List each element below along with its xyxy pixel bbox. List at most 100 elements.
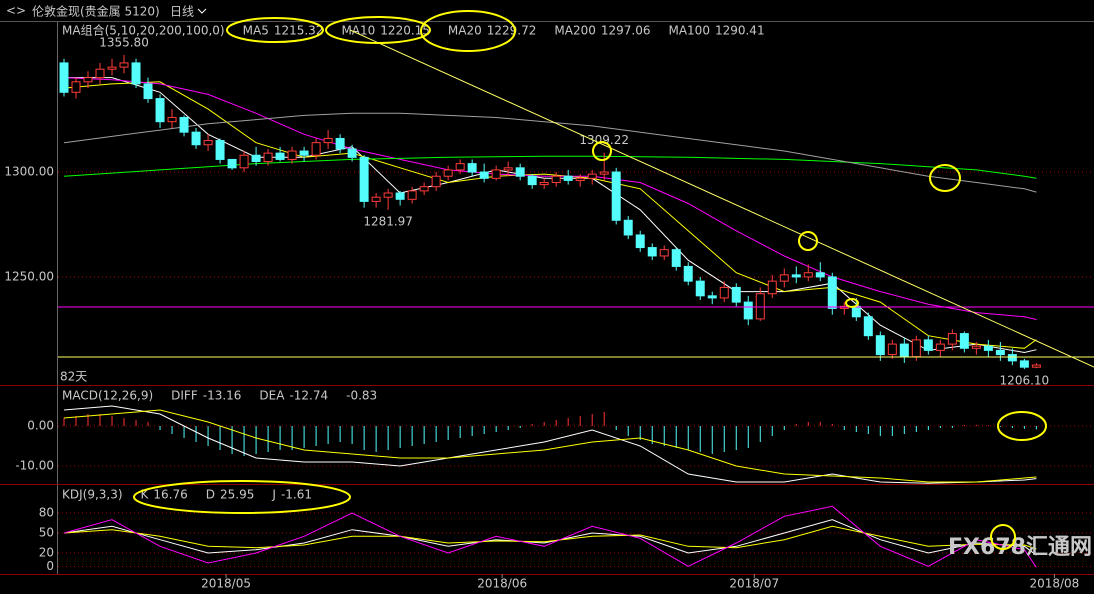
candle-body	[179, 116, 189, 133]
candle-body	[887, 343, 897, 356]
candle-body	[599, 171, 609, 175]
legend-name: DIFF	[171, 389, 198, 403]
user-drawings	[58, 29, 1094, 368]
candle-body	[707, 295, 717, 299]
candle-body	[107, 66, 117, 70]
legend-name: J	[271, 488, 276, 502]
candle-body	[263, 152, 273, 163]
candle-body	[227, 158, 237, 169]
candle-body	[503, 167, 513, 171]
highlight	[226, 17, 324, 43]
legend-value: -12.74	[289, 389, 328, 403]
legend-name: D	[206, 488, 215, 502]
y-tick-label: 80	[39, 506, 54, 520]
trend-line	[349, 29, 1094, 368]
candle-body	[155, 98, 165, 123]
candle-body	[863, 316, 873, 337]
candle-body	[815, 272, 825, 278]
price-annotation: 1281.97	[363, 214, 413, 228]
candle-body	[491, 169, 501, 179]
candle-body	[1007, 354, 1017, 362]
legend-value: 1215.32	[274, 24, 324, 38]
y-tick-label: 50	[39, 526, 54, 540]
candle-body	[215, 140, 225, 160]
legend-value: -13.16	[203, 389, 242, 403]
highlight	[133, 480, 351, 514]
candle-body	[275, 152, 285, 160]
plot: 1300.00 1250.00 MA组合(5,10,20,200,100,0)135…	[4, 23, 1094, 591]
candle-body	[131, 62, 141, 85]
candle-body	[455, 163, 465, 171]
legend-value: 16.76	[153, 488, 187, 502]
legend-name: K	[141, 488, 150, 502]
candle-body	[755, 293, 765, 320]
candle-body	[59, 62, 69, 93]
candle-body	[239, 154, 249, 169]
highlight	[997, 411, 1047, 441]
candle-body	[467, 163, 477, 173]
period[interactable]: 日线	[170, 5, 194, 19]
candle-body	[371, 196, 381, 202]
candle-body	[899, 343, 909, 358]
highlights	[133, 10, 1047, 550]
candle-body	[251, 154, 261, 163]
indicator-line	[63, 112, 1037, 193]
symbol[interactable]: 伦敦金现(贵金属 5120)	[32, 4, 160, 19]
dropdown-arrow[interactable]	[197, 8, 207, 14]
candle-body	[635, 234, 645, 249]
candle-body	[827, 276, 837, 309]
candle-body	[587, 173, 597, 179]
x-tick-label: 2018/08	[1029, 577, 1079, 591]
candle-body	[347, 148, 357, 158]
candle-body	[419, 186, 429, 192]
candle-body	[995, 349, 1005, 356]
highlight	[325, 16, 431, 44]
candle-body	[647, 247, 657, 257]
candle-body	[875, 335, 885, 356]
x-tick-label: 2018/07	[729, 577, 779, 591]
candle-body	[95, 68, 105, 79]
candle-body	[911, 339, 921, 358]
highlight	[420, 10, 516, 52]
candle-body	[323, 137, 333, 144]
y-tick-label: 1300.00	[4, 165, 54, 179]
legend-name: MA200	[554, 24, 595, 38]
indicator-label: MACD(12,26,9)	[62, 389, 153, 403]
legend-value: 1297.06	[601, 24, 651, 38]
legend-name: MA10	[341, 24, 375, 38]
candle-body	[359, 156, 369, 202]
candle-body	[71, 81, 81, 93]
highlight	[798, 231, 818, 251]
y-tick-label: -10.00	[15, 459, 54, 473]
candle-body	[575, 177, 585, 181]
legend-value: 1290.41	[715, 24, 765, 38]
candle-body	[719, 286, 729, 299]
candle-body	[431, 175, 441, 188]
candle-body	[407, 190, 417, 200]
nav-icon[interactable]: <>	[6, 4, 26, 18]
candle-body	[743, 301, 753, 320]
candle-body	[611, 171, 621, 221]
legend-value: 1220.15	[380, 24, 430, 38]
x-tick-label: 2018/06	[477, 577, 527, 591]
candle-body	[767, 280, 777, 295]
y-tick-label: 0	[46, 559, 54, 573]
highlight	[592, 141, 612, 161]
candle-body	[167, 116, 177, 123]
y-tick-label: 1250.00	[4, 269, 54, 283]
candle-body	[983, 345, 993, 351]
candle-body	[515, 167, 525, 177]
macd-value: -0.83	[346, 389, 377, 403]
candle-body	[563, 175, 573, 181]
candle-body	[947, 333, 957, 345]
candle-body	[731, 286, 741, 303]
indicator-line	[63, 405, 1037, 484]
indicator-label: MA组合(5,10,20,200,100,0)	[62, 23, 225, 38]
legend-value: 25.95	[220, 488, 254, 502]
x-tick-label: 2018/05	[201, 577, 251, 591]
candle-body	[287, 150, 297, 160]
candle-body	[83, 77, 93, 83]
candle-body	[143, 83, 153, 100]
candle-body	[671, 249, 681, 267]
